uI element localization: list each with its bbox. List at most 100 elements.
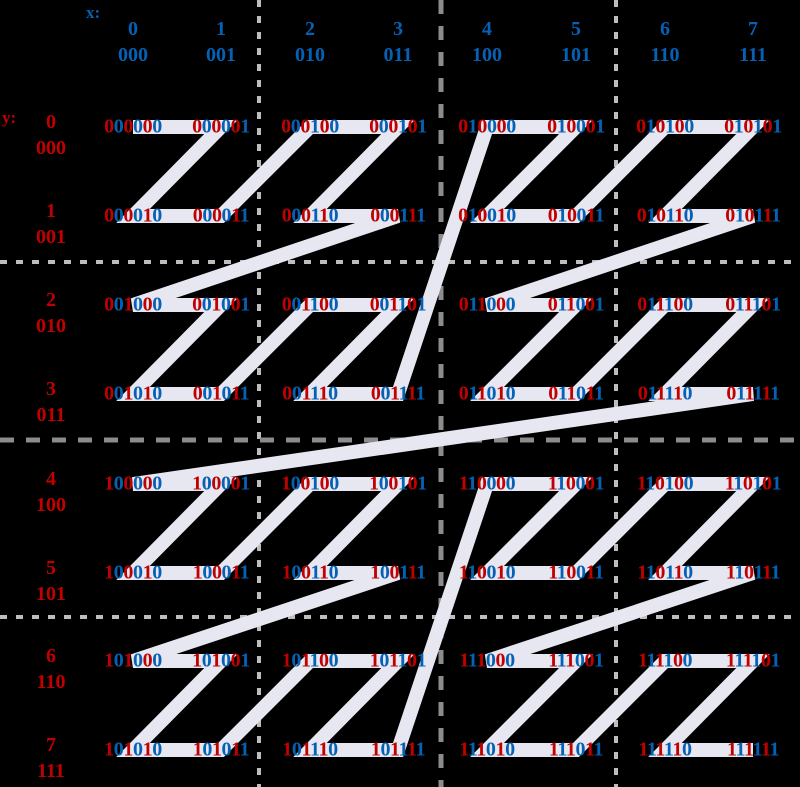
y-bit-0: 0 [370,382,381,405]
x-bit-3: 1 [753,382,762,405]
y-bit-4: 0 [585,293,595,316]
x-bit-1: 0 [291,204,301,227]
y-bit-2: 1 [123,293,133,316]
morton-code-x2-y2: 001100 [282,294,339,317]
y-bit-2: 0 [123,115,133,138]
row-header-binary: 011 [36,404,66,427]
y-bit-2: 1 [566,382,576,405]
morton-code-x7-y7: 111111 [727,739,779,762]
x-bit-3: 1 [663,649,673,672]
x-bit-5: 0 [505,293,516,316]
x-bit-1: 0 [378,115,389,138]
morton-code-x1-y0: 000001 [192,116,250,139]
y-bit-2: 0 [123,561,133,584]
x-bit-3: 1 [665,204,675,227]
y-bit-0: 0 [547,293,558,316]
y-bit-2: 0 [211,204,222,227]
y-bit-0: 1 [370,561,380,584]
row-header-binary: 111 [37,760,65,783]
row-header-1: 1 001 [18,198,84,251]
x-bit-1: 1 [468,382,477,405]
morton-code-x3-y1: 000111 [370,205,426,228]
x-bit-3: 0 [133,738,143,761]
y-bit-2: 0 [743,115,753,138]
y-bit-0: 0 [547,204,558,227]
morton-code-x5-y1: 010011 [548,205,605,228]
y-bit-0: 1 [637,561,646,584]
y-bit-4: 1 [585,738,594,761]
x-bit-5: 0 [152,115,162,138]
x-bit-1: 1 [467,649,477,672]
x-bit-5: 1 [416,649,427,672]
y-bit-2: 1 [123,649,133,672]
x-bit-5: 0 [328,561,339,584]
x-bit-5: 0 [152,649,162,672]
y-bit-0: 1 [192,649,202,672]
y-bit-4: 0 [585,115,596,138]
x-bit-1: 1 [646,738,656,761]
x-bit-1: 1 [646,204,656,227]
y-bit-4: 0 [142,115,153,138]
y-bit-4: 0 [585,472,595,495]
x-bit-3: 0 [221,382,232,405]
x-bit-1: 0 [201,115,212,138]
y-bit-2: 0 [123,204,133,227]
y-bit-4: 0 [495,649,506,672]
morton-code-x1-y7: 101011 [193,739,250,762]
x-bit-1: 1 [734,204,745,227]
x-bit-3: 0 [221,738,232,761]
morton-code-x6-y1: 010110 [637,205,694,228]
x-bit-1: 1 [557,204,567,227]
x-bit-5: 0 [505,561,516,584]
y-bit-0: 0 [192,293,202,316]
x-bit-1: 0 [379,293,389,316]
y-bit-4: 0 [230,115,241,138]
morton-code-x4-y7: 111010 [459,738,515,762]
y-bit-4: 0 [672,649,683,672]
morton-code-x0-y7: 101010 [104,739,162,762]
x-bit-3: 0 [133,293,143,316]
x-bit-1: 1 [467,115,478,138]
x-bit-1: 1 [735,738,744,761]
y-bit-4: 1 [586,204,595,227]
x-bit-3: 0 [576,382,586,405]
x-bit-3: 0 [486,293,497,316]
x-bit-5: 1 [240,115,250,138]
y-bit-4: 0 [230,649,241,672]
y-bit-4: 1 [142,382,153,405]
y-bit-2: 1 [476,738,486,761]
morton-code-x7-y5: 110111 [726,562,781,585]
x-bit-1: 1 [556,561,567,584]
column-header-index: 4 [482,18,492,40]
column-header-binary: 011 [383,44,413,67]
column-header-binary: 111 [739,44,767,67]
x-bit-3: 0 [221,649,231,672]
morton-code-x3-y0: 000101 [369,116,427,139]
x-bit-5: 1 [771,472,782,495]
y-bit-4: 1 [585,382,595,405]
y-bit-0: 1 [548,561,557,584]
x-bit-1: 0 [290,115,301,138]
x-bit-3: 0 [486,561,497,584]
y-bit-2: 0 [476,472,487,495]
x-bit-1: 0 [379,561,390,584]
x-bit-3: 0 [574,649,585,672]
morton-code-x3-y4: 100101 [369,473,427,496]
x-bit-5: 0 [152,561,162,584]
y-bit-0: 1 [282,738,292,761]
y-bit-2: 1 [211,738,222,761]
y-bit-4: 0 [674,115,685,138]
y-bit-2: 0 [123,472,133,495]
y-bit-0: 0 [192,115,202,138]
y-bit-0: 1 [104,472,114,495]
x-bit-5: 0 [505,382,516,405]
y-bit-0: 1 [725,649,735,672]
y-bit-0: 1 [369,472,379,495]
y-bit-2: 0 [477,204,487,227]
y-bit-0: 0 [458,293,469,316]
y-bit-0: 1 [192,472,202,495]
x-bit-3: 1 [753,115,763,138]
x-bit-5: 1 [415,738,426,761]
morton-code-x6-y2: 011100 [637,294,693,317]
